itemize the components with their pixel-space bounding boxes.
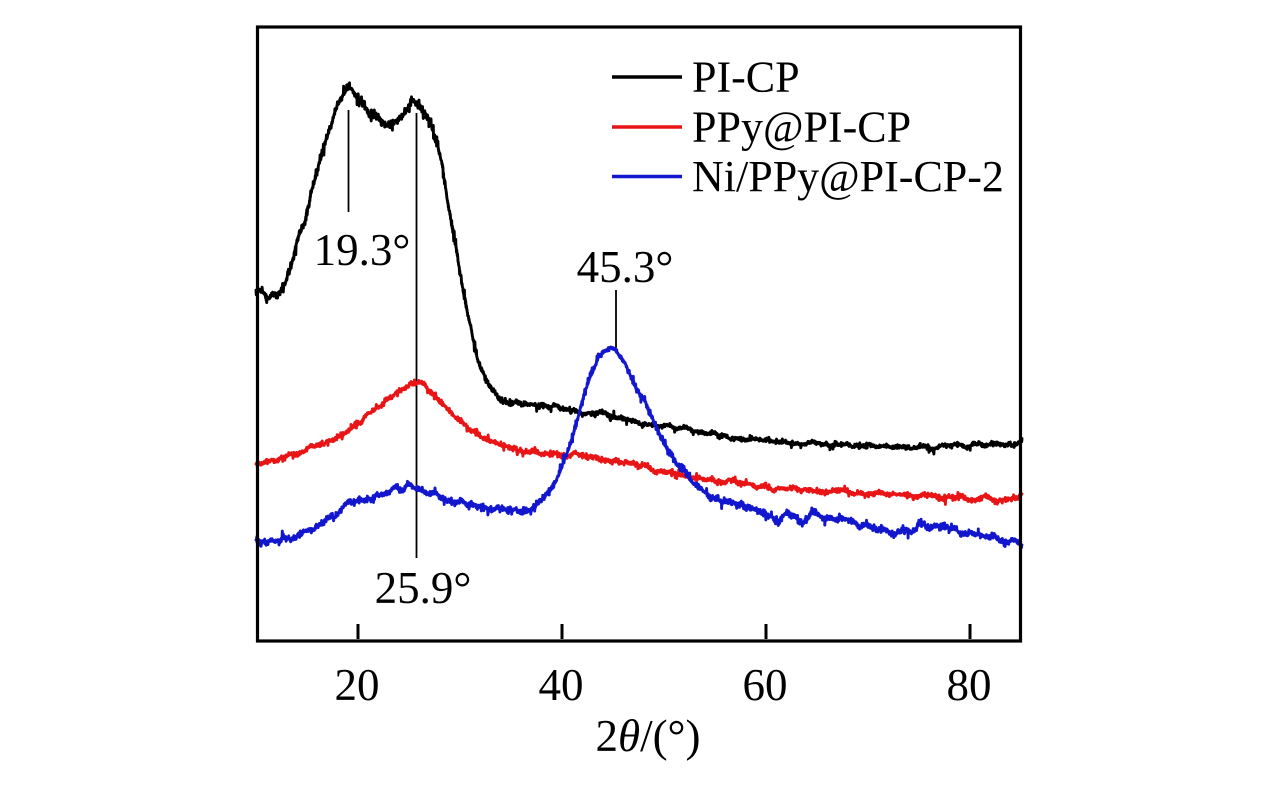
svg-text:Ni/PPy@PI-CP-2: Ni/PPy@PI-CP-2: [692, 152, 1004, 201]
svg-text:2θ/(°): 2θ/(°): [595, 711, 700, 761]
svg-text:25.9°: 25.9°: [375, 563, 472, 613]
svg-text:PPy@PI-CP: PPy@PI-CP: [692, 103, 911, 152]
svg-text:PI-CP: PI-CP: [692, 53, 800, 102]
svg-text:45.3°: 45.3°: [577, 242, 674, 292]
svg-text:19.3°: 19.3°: [314, 225, 411, 275]
svg-text:60: 60: [743, 660, 788, 710]
svg-text:20: 20: [335, 660, 380, 710]
svg-text:40: 40: [539, 660, 584, 710]
svg-text:80: 80: [947, 660, 992, 710]
